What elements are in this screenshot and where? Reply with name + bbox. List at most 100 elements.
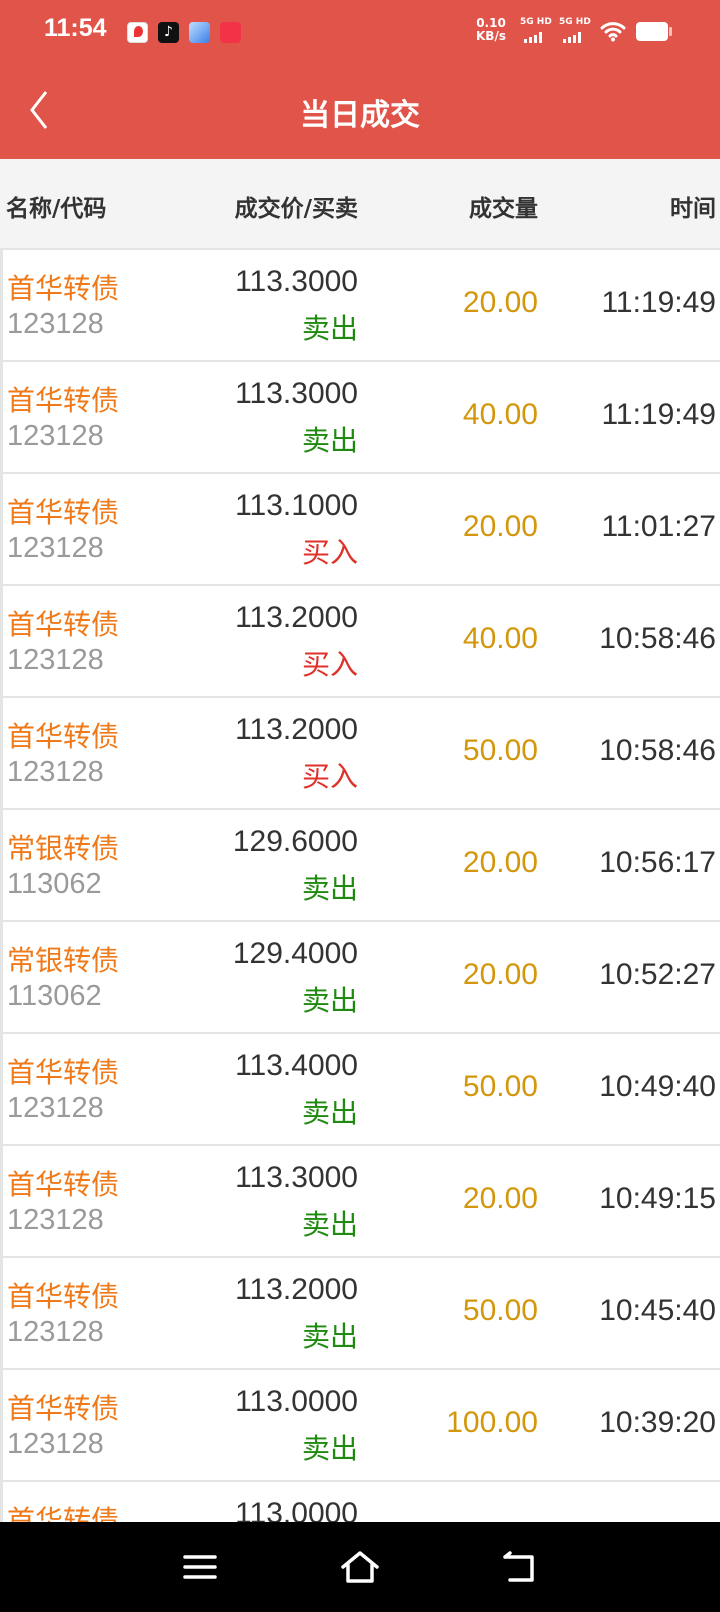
bond-code: 123128 [7, 1316, 104, 1348]
trade-row[interactable]: 首华转债 123128 113.2000 买入 40.00 10:58:46 [3, 586, 720, 698]
menu-icon[interactable] [183, 1550, 217, 1584]
trade-side: 卖出 [301, 312, 358, 345]
bond-name: 常银转债 [7, 832, 120, 865]
bond-code: 123128 [7, 308, 104, 340]
trade-row[interactable]: 首华转债 123128 113.4000 卖出 50.00 10:49:40 [3, 1034, 720, 1146]
column-volume: 成交量 [469, 196, 538, 222]
network-speed: 0.10 KB/s [476, 17, 506, 43]
trade-volume: 20.00 [462, 958, 538, 991]
wifi-icon [600, 22, 626, 42]
bond-code: 123128 [7, 644, 104, 676]
trade-time: 11:19:49 [601, 398, 716, 431]
back-button[interactable] [26, 90, 56, 130]
column-name-code: 名称/代码 [6, 196, 107, 222]
bond-code: 113062 [7, 980, 102, 1012]
trade-row[interactable]: 首华转债 123128 113.3000 卖出 20.00 10:49:15 [3, 1146, 720, 1258]
trade-row[interactable]: 首华转债 123128 113.2000 卖出 50.00 10:45:40 [3, 1258, 720, 1370]
trade-row[interactable]: 首华转债 123128 113.2000 买入 50.00 10:58:46 [3, 698, 720, 810]
trade-list: 首华转债 123128 113.3000 卖出 20.00 11:19:49 首华… [0, 250, 720, 1594]
bond-name: 常银转债 [7, 944, 120, 977]
trade-time: 10:49:15 [599, 1182, 716, 1215]
trade-time: 10:56:17 [599, 846, 716, 879]
bond-code: 123128 [7, 756, 104, 788]
clock: 11:54 [44, 14, 107, 42]
trade-price: 129.4000 [232, 937, 358, 970]
column-price-side: 成交价/买卖 [234, 196, 358, 222]
trade-time: 10:39:20 [599, 1406, 716, 1439]
bond-name: 首华转债 [7, 1280, 120, 1313]
trade-side: 卖出 [301, 1432, 358, 1465]
net-speed-value: 0.10 [476, 16, 506, 30]
trade-time: 10:45:40 [599, 1294, 716, 1327]
battery-icon [636, 22, 672, 41]
trade-volume: 40.00 [462, 622, 538, 655]
bond-name: 首华转债 [7, 272, 120, 305]
table-header: 名称/代码 成交价/买卖 成交量 时间 [0, 159, 720, 250]
bond-code: 123128 [7, 1428, 104, 1460]
trade-volume: 50.00 [462, 1294, 538, 1327]
page-title: 当日成交 [300, 98, 420, 133]
trade-side: 卖出 [301, 1096, 358, 1129]
trade-price: 113.3000 [235, 377, 358, 410]
trade-price: 129.6000 [232, 825, 358, 858]
sim2-label: 5G HD [559, 17, 591, 27]
trade-row[interactable]: 首华转债 123128 113.1000 买入 20.00 11:01:27 [3, 474, 720, 586]
trade-volume: 40.00 [462, 398, 538, 431]
home-icon[interactable] [340, 1550, 380, 1584]
trade-volume: 20.00 [462, 1182, 538, 1215]
sim1-label: 5G HD [520, 17, 552, 27]
signal-icon [563, 32, 581, 43]
trade-row[interactable]: 首华转债 123128 113.0000 卖出 100.00 10:39:20 [3, 1370, 720, 1482]
trade-volume: 50.00 [462, 1070, 538, 1103]
status-bar: 11:54 ♪ 0.10 KB/s 5G HD 5G HD [0, 0, 720, 56]
trade-price: 113.4000 [235, 1049, 358, 1082]
bond-name: 首华转债 [7, 608, 120, 641]
trade-volume: 100.00 [446, 1406, 538, 1439]
trade-price: 113.2000 [235, 601, 358, 634]
bond-code: 123128 [7, 532, 104, 564]
trade-side: 买入 [301, 536, 358, 569]
trade-row[interactable]: 常银转债 113062 129.4000 卖出 20.00 10:52:27 [3, 922, 720, 1034]
bond-name: 首华转债 [7, 1168, 120, 1201]
bond-code: 113062 [7, 868, 102, 900]
xiaohongshu-icon [220, 22, 241, 43]
trade-side: 买入 [301, 648, 358, 681]
trade-price: 113.2000 [235, 713, 358, 746]
baidu-map-icon [127, 22, 148, 43]
trade-volume: 20.00 [462, 846, 538, 879]
trade-volume: 20.00 [462, 286, 538, 319]
trade-row[interactable]: 首华转债 123128 113.3000 卖出 20.00 11:19:49 [3, 250, 720, 362]
bond-name: 首华转债 [7, 1392, 120, 1425]
trade-volume: 50.00 [462, 734, 538, 767]
trade-side: 卖出 [301, 872, 358, 905]
bond-name: 首华转债 [7, 1056, 120, 1089]
trade-price: 113.2000 [235, 1273, 358, 1306]
bond-code: 123128 [7, 1092, 104, 1124]
bond-name: 首华转债 [7, 496, 120, 529]
bond-name: 首华转债 [7, 720, 120, 753]
trade-row[interactable]: 首华转债 123128 113.3000 卖出 40.00 11:19:49 [3, 362, 720, 474]
trade-time: 11:01:27 [601, 510, 716, 543]
trade-time: 10:58:46 [599, 622, 716, 655]
trade-side: 卖出 [301, 984, 358, 1017]
trade-row[interactable]: 常银转债 113062 129.6000 卖出 20.00 10:56:17 [3, 810, 720, 922]
app-header: 当日成交 [0, 56, 720, 159]
bond-code: 123128 [7, 1204, 104, 1236]
compass-app-icon [189, 22, 210, 43]
trade-time: 10:52:27 [599, 958, 716, 991]
trade-price: 113.3000 [235, 265, 358, 298]
trade-price: 113.3000 [235, 1161, 358, 1194]
tiktok-icon: ♪ [158, 22, 179, 43]
trade-side: 买入 [301, 760, 358, 793]
net-speed-unit: KB/s [476, 29, 506, 43]
bond-name: 首华转债 [7, 384, 120, 417]
back-nav-icon[interactable] [502, 1550, 536, 1584]
signal-icon [524, 32, 542, 43]
column-time: 时间 [670, 196, 716, 222]
trade-side: 卖出 [301, 1320, 358, 1353]
trade-time: 10:49:40 [599, 1070, 716, 1103]
trade-volume: 20.00 [462, 510, 538, 543]
trade-side: 卖出 [301, 1208, 358, 1241]
trade-time: 11:19:49 [601, 286, 716, 319]
trade-time: 10:58:46 [599, 734, 716, 767]
